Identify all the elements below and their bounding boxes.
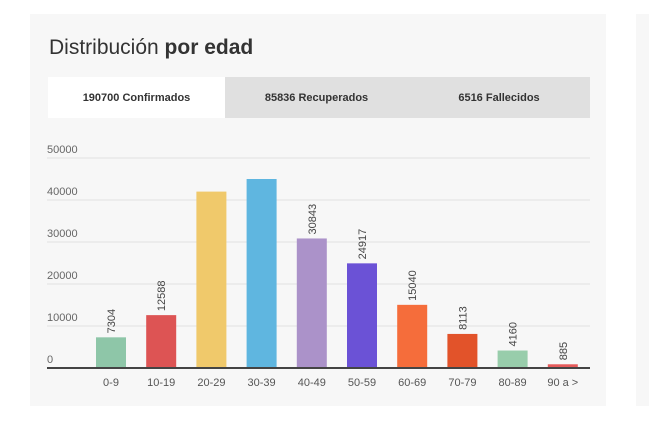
bar [347,263,377,368]
bar [296,238,327,368]
bar [246,179,277,368]
bar-chart: 0 10000 20000 30000 40000 50000 7304 0-9 12588 10… [47,144,590,389]
tab-recuperados[interactable]: 85836 Recuperados [264,91,369,104]
card-title: Distribución por edad [49,36,253,60]
y-tick-label: 40000 [47,186,78,198]
bar [146,315,177,368]
x-tick-label: 60-69 [398,377,426,389]
title-bold: por edad [164,36,254,59]
y-tick-label: 10000 [47,312,78,324]
y-tick-label: 0 [47,354,53,366]
bar-value-label: 7304 [106,309,118,333]
x-tick-label: 50-59 [348,377,376,389]
x-tick-label: 30-39 [248,377,276,389]
bar [397,304,428,368]
bar [196,191,227,368]
bar-value-label: 8113 [457,306,469,330]
age-distribution-card: Distribución por edad 190700 Confirmados… [30,14,606,406]
bar-value-label: 4160 [508,322,520,346]
x-tick-label: 80-89 [499,377,527,389]
bar [497,350,528,368]
bar [96,337,126,368]
tab-confirmados[interactable]: 190700 Confirmados [48,77,225,118]
bar [547,364,578,368]
bar-value-label: 885 [558,342,570,360]
title-normal: Distribución [49,36,165,59]
x-tick-label: 40-49 [298,377,326,389]
bar-value-label: 24917 [357,229,369,260]
bar-value-label: 12588 [156,281,168,312]
x-tick-label: 0-9 [103,377,119,389]
adjacent-panel-edge [636,14,649,406]
bar-value-label: 15040 [407,270,419,301]
tab-fallecidos[interactable]: 6516 Fallecidos [458,91,540,104]
bar-value-label: 30843 [307,204,319,235]
tab-bar: 190700 Confirmados 85836 Recuperados 651… [48,77,590,118]
y-tick-label: 20000 [47,270,78,282]
y-tick-label: 50000 [47,144,78,156]
x-tick-label: 70-79 [448,377,476,389]
x-tick-label: 90 a > [547,377,578,389]
x-tick-label: 20-29 [197,377,225,389]
y-tick-label: 30000 [47,228,78,240]
x-tick-label: 10-19 [147,377,175,389]
bar [447,333,478,368]
